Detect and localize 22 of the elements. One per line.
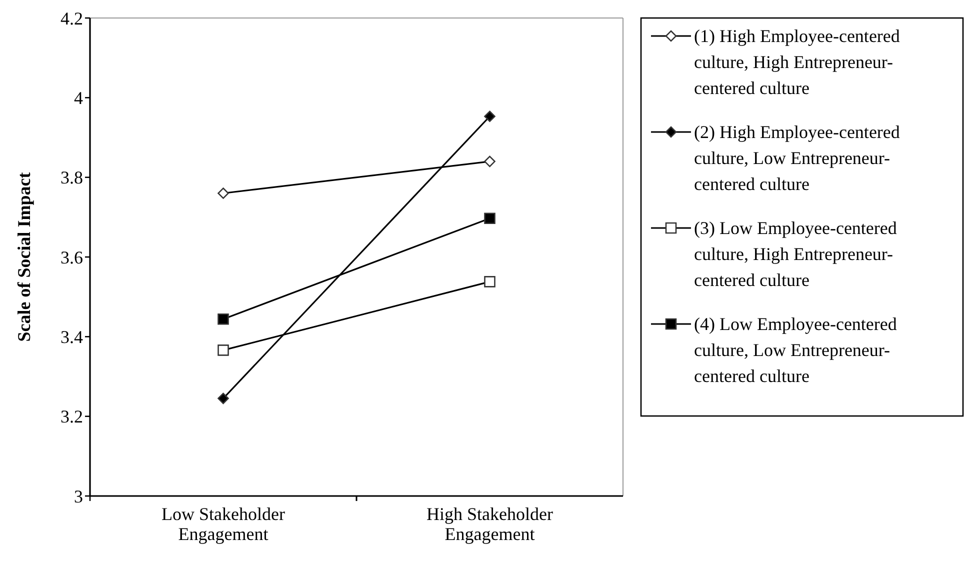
point [218, 344, 229, 356]
point [484, 276, 496, 288]
point [484, 110, 496, 122]
legend-label: (2) High Employee-centered culture, Low Entrepreneur-centered culture [694, 122, 900, 194]
legend-label: (1) High Employee-centered culture, High Entrepreneur-centered culture [694, 26, 900, 98]
point [218, 188, 229, 199]
y-tick-label: 3.8 [60, 168, 83, 188]
y-tick-label: 3.2 [60, 406, 83, 427]
y-tick-label: 3.4 [60, 326, 83, 347]
point [218, 392, 229, 404]
x-tick-label: Low Stakeholder Engagement [162, 504, 285, 544]
y-axis-title: Scale of Social Impact [14, 172, 34, 342]
point [218, 313, 229, 325]
x-tick-label: High Stakeholder Engagement [426, 504, 553, 544]
y-tick-label: 3.6 [60, 247, 83, 268]
y-tick-label: 4 [74, 88, 83, 108]
legend-label: (4) Low Employee-centered culture, Low Entrepreneur-centered culture [694, 314, 897, 386]
point [484, 212, 496, 224]
y-tick-label: 3 [74, 486, 83, 506]
point [484, 156, 496, 168]
y-tick-label: 4.2 [60, 8, 83, 28]
legend-label: (3) Low Employee-centered culture, High Entrepreneur-centered culture [694, 218, 897, 290]
